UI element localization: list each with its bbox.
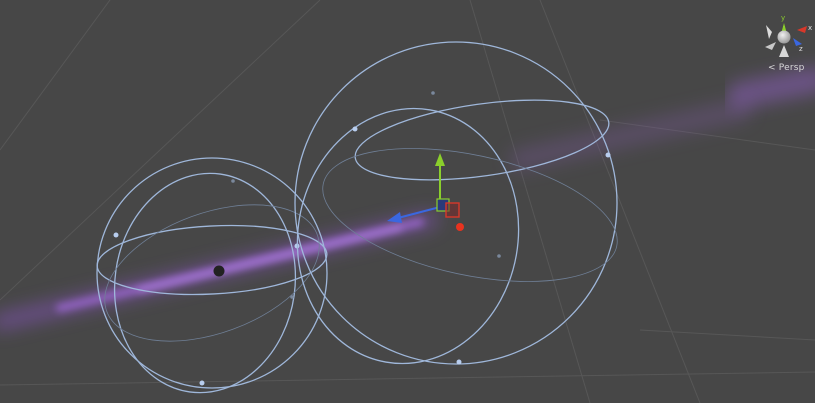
gizmo-z-label: z: [799, 45, 803, 53]
sphere-collider-handles[interactable]: [113, 179, 300, 386]
orientation-gizmo-icon[interactable]: y x z: [765, 14, 812, 57]
move-tool-gizmo-icon[interactable]: [387, 153, 464, 231]
sphere-collider-wireframe-large[interactable]: [277, 41, 629, 381]
gizmo-y-label: y: [781, 14, 785, 22]
gizmo-x-label: x: [808, 24, 812, 32]
sphere-collider-wireframe[interactable]: [86, 157, 338, 403]
emitter-point[interactable]: [213, 265, 225, 277]
projection-toggle[interactable]: < Persp: [768, 63, 805, 73]
large-sphere-handles[interactable]: [352, 91, 611, 365]
